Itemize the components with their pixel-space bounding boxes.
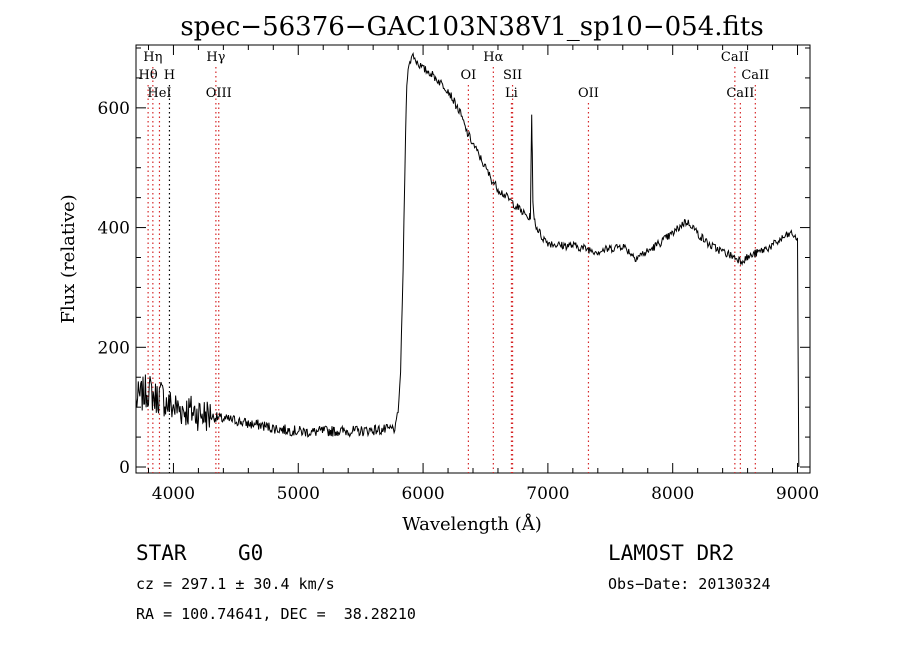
object-class: STAR (136, 541, 187, 565)
coordinates: RA = 100.74641, DEC = 38.28210 (136, 605, 416, 623)
spectral-line-label: Hα (483, 50, 503, 65)
spectral-subclass: G0 (238, 541, 264, 565)
x-axis-label: Wavelength (Å) (402, 513, 542, 535)
y-tick-label: 600 (98, 99, 130, 119)
spectral-line-label: OI (460, 68, 476, 83)
x-tick-label: 8000 (651, 484, 694, 504)
redshift-text: cz = 297.1 ± 30.4 km/s (136, 575, 335, 593)
y-tick-label: 400 (98, 219, 130, 239)
plot-frame (135, 44, 811, 474)
obs-date: Obs−Date: 20130324 (608, 575, 771, 593)
spectral-line-label: H (164, 68, 175, 83)
y-tick-label: 200 (98, 338, 130, 358)
survey-name: LAMOST DR2 (608, 541, 735, 565)
chart-title: spec−56376−GAC103N38V1_sp10−054.fits (180, 12, 763, 42)
spectral-line-label: HeI (147, 86, 171, 101)
x-tick-label: 7000 (526, 484, 569, 504)
spectral-line-label: SII (503, 68, 522, 83)
spectral-line-label: Hθ (139, 68, 158, 83)
spectral-line-label: OII (578, 86, 599, 101)
spectral-line-label: CaII (721, 50, 749, 65)
spectral-line-label: Li (505, 86, 518, 101)
spectral-line-label: Hη (143, 50, 162, 65)
axis-ticks-group: 4000 5000 6000 7000 8000 9000 0 200 400 600 (98, 45, 819, 504)
y-axis-label: Flux (relative) (58, 194, 79, 323)
spectrum-line (135, 52, 800, 468)
x-tick-label: 5000 (277, 484, 320, 504)
spectral-line-label: CaII (726, 86, 754, 101)
x-tick-label: 9000 (776, 484, 819, 504)
spectral-line-label: Hγ (206, 50, 225, 65)
x-tick-label: 4000 (152, 484, 195, 504)
spectral-line-label: CaII (741, 68, 769, 83)
y-tick-label: 0 (119, 458, 130, 478)
spectral-line-label: OIII (206, 86, 232, 101)
x-tick-label: 6000 (401, 484, 444, 504)
